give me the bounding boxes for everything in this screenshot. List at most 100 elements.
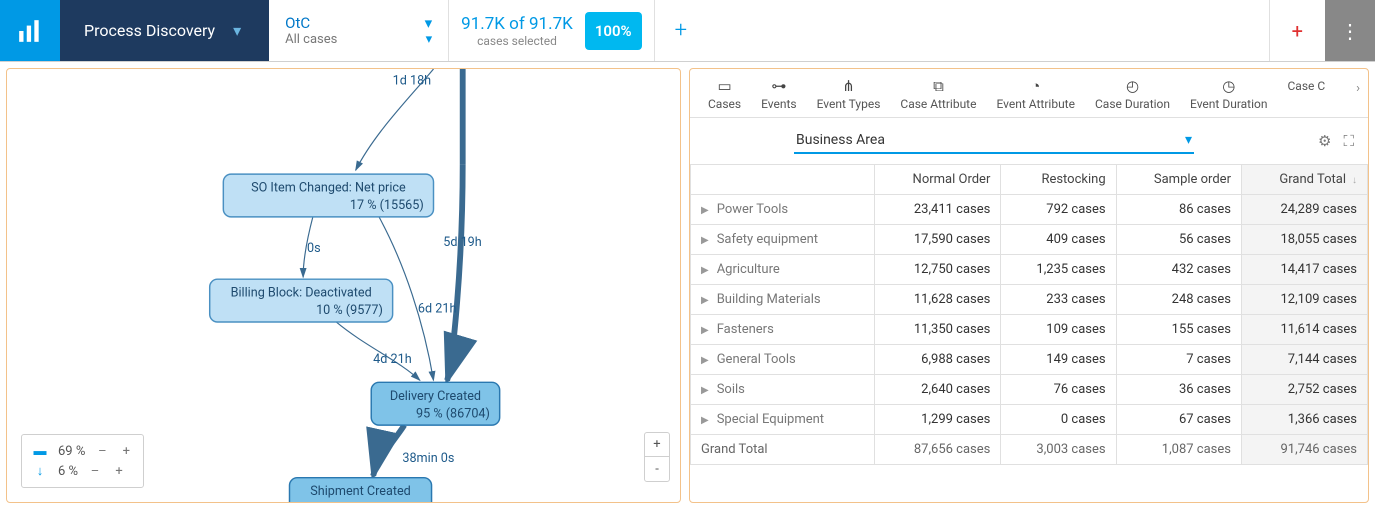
attribute-label: Business Area xyxy=(796,132,885,148)
edge-decrease-button[interactable]: – xyxy=(88,464,102,479)
table-grand-total: Grand Total87,656 cases3,003 cases1,087 … xyxy=(691,435,1368,465)
tab-label: Events xyxy=(761,97,797,111)
topbar: Process Discovery OtC All cases 91.7K of… xyxy=(0,0,1375,62)
zoom-out-button[interactable]: - xyxy=(645,457,669,481)
table-row[interactable]: ▶Fasteners11,350 cases109 cases155 cases… xyxy=(691,315,1368,345)
filter-name: All cases xyxy=(285,32,337,47)
zoom-in-button[interactable]: + xyxy=(645,433,669,457)
tab-label: Event Duration xyxy=(1190,97,1267,111)
nav-label: Process Discovery xyxy=(84,21,215,40)
expand-icon[interactable]: ▶ xyxy=(701,235,709,246)
tab-case-attribute[interactable]: ⧉ Case Attribute xyxy=(890,73,986,117)
expand-icon[interactable]: ▶ xyxy=(701,325,709,336)
svg-text:SO Item Changed: Net price: SO Item Changed: Net price xyxy=(251,181,406,196)
case-count: 91.7K of 91.7K cases selected 100% xyxy=(449,0,654,61)
add-filter-button[interactable]: + xyxy=(655,0,707,61)
table-row[interactable]: ▶Agriculture12,750 cases1,235 cases432 c… xyxy=(691,255,1368,285)
svg-text:Shipment Created: Shipment Created xyxy=(310,484,411,499)
complexity-sliders: ▬ 69 % – + ↓ 6 % – + xyxy=(21,434,144,488)
svg-text:Billing Block: Deactivated: Billing Block: Deactivated xyxy=(231,286,372,301)
svg-text:95 % (86704): 95 % (86704) xyxy=(416,406,490,421)
svg-text:10 % (9577): 10 % (9577) xyxy=(316,303,383,318)
tab-icon: ⊶ xyxy=(761,77,797,95)
fullscreen-icon[interactable]: ⛶ xyxy=(1343,132,1354,150)
zoom-controls: + - xyxy=(644,432,670,482)
chevron-down-icon xyxy=(233,21,241,40)
count-sub: cases selected xyxy=(461,34,573,48)
column-header[interactable]: Normal Order xyxy=(875,165,1001,195)
tab-label: Case Duration xyxy=(1095,97,1170,111)
tab-icon: ▭ xyxy=(708,77,741,95)
edge-label: 6d 21h xyxy=(418,301,457,316)
svg-text:Delivery Created: Delivery Created xyxy=(390,389,481,404)
tabs-scroll-right[interactable]: › xyxy=(1352,79,1364,98)
tab-label: Event Types xyxy=(817,97,881,111)
process-node[interactable]: SO Item Changed: Net price 17 % (15565) xyxy=(223,174,433,217)
node-decrease-button[interactable]: – xyxy=(95,444,109,459)
column-header[interactable] xyxy=(691,165,875,195)
node-pct: 69 % xyxy=(58,444,85,459)
process-graph-panel: 1d 18h SO Item Changed: Net price 17 % (1… xyxy=(6,68,681,503)
tab-icon: ◔ xyxy=(996,77,1075,95)
table-row[interactable]: ▶Soils2,640 cases76 cases36 cases2,752 c… xyxy=(691,375,1368,405)
tab-label: Event Attribute xyxy=(996,97,1075,111)
dataset-selector[interactable]: OtC All cases xyxy=(269,0,449,61)
tab-events[interactable]: ⊶ Events xyxy=(751,73,807,117)
analysis-tabs: ▭ Cases ⊶ Events ⋔ Event Types ⧉ Case Attribute… xyxy=(690,69,1368,118)
tab-event-types[interactable]: ⋔ Event Types xyxy=(807,73,891,117)
process-node[interactable]: Shipment Created94 % (85813) xyxy=(289,478,431,502)
edge-increase-button[interactable]: + xyxy=(112,464,126,479)
tab-case-c[interactable]: Case C xyxy=(1278,73,1336,117)
edge-label: 5d 19h xyxy=(443,235,482,250)
nav-process-discovery[interactable]: Process Discovery xyxy=(60,0,269,61)
edge-label: 4d 21h xyxy=(373,352,412,367)
svg-text:17 % (15565): 17 % (15565) xyxy=(350,198,424,213)
process-node[interactable]: Billing Block: Deactivated 10 % (9577) xyxy=(210,279,393,322)
node-icon: ▬ xyxy=(32,443,48,459)
attribute-table: Normal OrderRestockingSample orderGrand … xyxy=(690,164,1368,465)
table-row[interactable]: ▶Power Tools23,411 cases792 cases86 case… xyxy=(691,195,1368,225)
process-node[interactable]: Delivery Created 95 % (86704) xyxy=(371,382,499,425)
table-row[interactable]: ▶Special Equipment1,299 cases0 cases67 c… xyxy=(691,405,1368,435)
edge-label: 0s xyxy=(307,241,321,256)
count-main: 91.7K of 91.7K xyxy=(461,14,573,34)
table-row[interactable]: ▶Building Materials11,628 cases233 cases… xyxy=(691,285,1368,315)
tab-icon: ⋔ xyxy=(817,77,881,95)
tab-case-duration[interactable]: ◴Case Duration xyxy=(1085,73,1180,117)
content: 1d 18h SO Item Changed: Net price 17 % (1… xyxy=(0,62,1375,509)
chevron-down-icon xyxy=(425,14,433,32)
edge-pct: 6 % xyxy=(58,464,78,479)
app-logo[interactable] xyxy=(0,0,60,61)
chevron-down-icon xyxy=(1185,132,1192,148)
settings-icon[interactable]: ⚙ xyxy=(1318,132,1331,150)
column-header[interactable]: Sample order xyxy=(1116,165,1241,195)
expand-icon[interactable]: ▶ xyxy=(701,355,709,366)
attribute-panel: ▭ Cases ⊶ Events ⋔ Event Types ⧉ Case Attribute… xyxy=(689,68,1369,503)
attribute-select[interactable]: Business Area xyxy=(794,128,1194,154)
expand-icon[interactable]: ▶ xyxy=(701,415,709,426)
expand-icon[interactable]: ▶ xyxy=(701,385,709,396)
pct-badge: 100% xyxy=(585,12,642,50)
tab-label: Cases xyxy=(708,97,741,111)
tab-icon: ⧉ xyxy=(900,77,976,95)
expand-icon[interactable]: ▶ xyxy=(701,295,709,306)
tab-event-duration[interactable]: ◷Event Duration xyxy=(1180,73,1277,117)
tab-label: Case C xyxy=(1288,79,1326,93)
table-row[interactable]: ▶General Tools6,988 cases149 cases7 case… xyxy=(691,345,1368,375)
tab-label: Case Attribute xyxy=(900,97,976,111)
edge-label: 38min 0s xyxy=(402,451,454,466)
chevron-down-icon xyxy=(426,32,433,47)
edge-icon: ↓ xyxy=(32,463,48,479)
tab-event-attribute[interactable]: ◔ Event Attribute xyxy=(986,73,1085,117)
edge-label: 1d 18h xyxy=(393,74,432,89)
column-header[interactable]: Grand Total↓ xyxy=(1241,165,1367,195)
tab-cases[interactable]: ▭ Cases xyxy=(698,73,751,117)
add-panel-button[interactable]: + xyxy=(1269,0,1325,61)
more-menu-button[interactable]: ⋮ xyxy=(1325,0,1375,61)
node-increase-button[interactable]: + xyxy=(119,444,133,459)
expand-icon[interactable]: ▶ xyxy=(701,265,709,276)
dataset-name: OtC xyxy=(285,14,310,32)
column-header[interactable]: Restocking xyxy=(1001,165,1116,195)
expand-icon[interactable]: ▶ xyxy=(701,205,709,216)
table-row[interactable]: ▶Safety equipment17,590 cases409 cases56… xyxy=(691,225,1368,255)
